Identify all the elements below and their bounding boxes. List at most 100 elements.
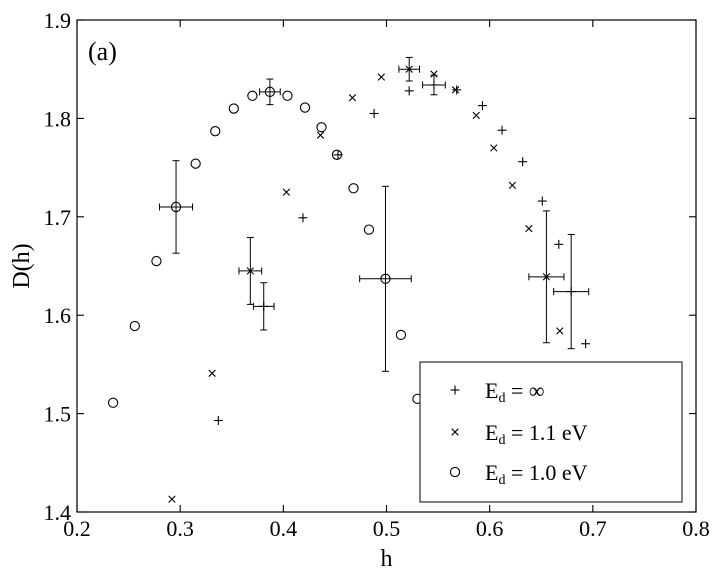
x-stroke (490, 144, 498, 152)
data-point (228, 103, 239, 114)
data-point (404, 86, 414, 96)
x-stroke (451, 428, 459, 436)
legend-label: Ed = 1.0 eV (485, 460, 588, 488)
data-point (581, 339, 591, 349)
data-point (472, 111, 480, 120)
series-3 (107, 78, 423, 408)
data-point (107, 397, 119, 408)
ticks-layer: 0.2 0.3 0.4 0.5 0.6 0.7 0.8 1.4 1.5 1.6 1.7 1.8 1.9 (44, 8, 710, 541)
legend-item: Ed = 1.1 eV (451, 420, 588, 448)
legend-label-subscript: d (498, 433, 505, 448)
data-point (348, 94, 357, 102)
legend-marker (451, 428, 459, 436)
x-stroke (508, 181, 517, 190)
data-point (369, 108, 379, 118)
legend-label-main: E (485, 460, 498, 485)
x-stroke (472, 111, 480, 120)
legend-item: Ed = 1.0 eV (449, 460, 588, 488)
data-point (363, 224, 375, 235)
marks-layer (107, 56, 591, 503)
data-point (430, 70, 438, 78)
data-point (210, 126, 221, 137)
data-point (377, 73, 386, 81)
error-bar (398, 56, 421, 82)
legend-label-rest: = 1.1 eV (505, 420, 587, 445)
y-tick-label: 1.8 (44, 106, 72, 131)
data-point (395, 329, 407, 341)
legend-marker (449, 466, 461, 478)
data-point (282, 90, 293, 101)
data-point (151, 255, 162, 267)
data-point (168, 495, 176, 503)
x-stroke (430, 70, 438, 78)
data-point (477, 101, 487, 111)
data-point (298, 213, 308, 223)
data-point (129, 320, 140, 332)
error-bar (422, 74, 446, 96)
data-point (556, 327, 564, 335)
data-point (525, 224, 533, 233)
x-stroke (525, 224, 533, 233)
x-stroke (208, 369, 216, 377)
x-stroke (348, 94, 357, 102)
data-point (554, 239, 564, 249)
y-tick-label: 1.4 (44, 500, 72, 525)
x-stroke (451, 86, 460, 94)
data-point (282, 188, 291, 196)
error-bar (159, 160, 194, 254)
error-bar (252, 282, 275, 331)
legend-label-main: E (485, 420, 498, 445)
legend-label-subscript: d (498, 473, 505, 488)
error-bar (528, 210, 565, 344)
data-point (348, 183, 359, 194)
data-point (331, 149, 343, 160)
x-stroke (377, 73, 386, 81)
data-point (247, 90, 258, 101)
error-bar (238, 236, 263, 305)
x-tick-label: 0.7 (579, 516, 607, 541)
data-point (333, 150, 343, 160)
x-tick-label: 0.5 (373, 516, 401, 541)
data-point (537, 196, 547, 206)
legend-box (419, 361, 683, 503)
legend-label-rest: = ∞ (505, 378, 544, 403)
data-point (213, 415, 223, 425)
y-tick-label: 1.5 (44, 402, 72, 427)
data-point (490, 144, 498, 152)
x-tick-label: 0.2 (63, 516, 91, 541)
legend-label-main: E (485, 378, 498, 403)
y-tick-label: 1.6 (44, 303, 72, 328)
legend-marker (450, 385, 460, 395)
series-2 (168, 56, 565, 503)
y-axis-label: D(h) (9, 243, 35, 288)
x-tick-label: 0.8 (682, 516, 710, 541)
error-bar (553, 234, 590, 350)
y-tick-label: 1.7 (44, 205, 72, 230)
x-tick-label: 0.3 (166, 516, 194, 541)
y-tick-label: 1.9 (44, 8, 72, 33)
data-point (497, 125, 507, 135)
data-point (208, 369, 216, 377)
data-point (316, 122, 327, 133)
data-point (452, 85, 462, 95)
x-stroke (316, 131, 325, 139)
x-tick-label: 0.4 (270, 516, 298, 541)
legend-item: Ed = ∞ (450, 378, 545, 406)
error-bar (359, 185, 412, 372)
data-point (316, 131, 325, 139)
data-point (451, 86, 460, 94)
legend-label: Ed = 1.1 eV (485, 420, 588, 448)
x-axis-label: h (381, 546, 393, 572)
x-stroke (168, 495, 176, 503)
panel-label: (a) (88, 37, 117, 66)
legend-label: Ed = ∞ (485, 378, 545, 406)
legend-label-rest: = 1.0 eV (505, 460, 587, 485)
data-point (508, 181, 517, 190)
data-point (518, 157, 528, 167)
x-stroke (282, 188, 291, 196)
series-1 (213, 74, 591, 425)
legend-label-subscript: d (498, 391, 505, 406)
